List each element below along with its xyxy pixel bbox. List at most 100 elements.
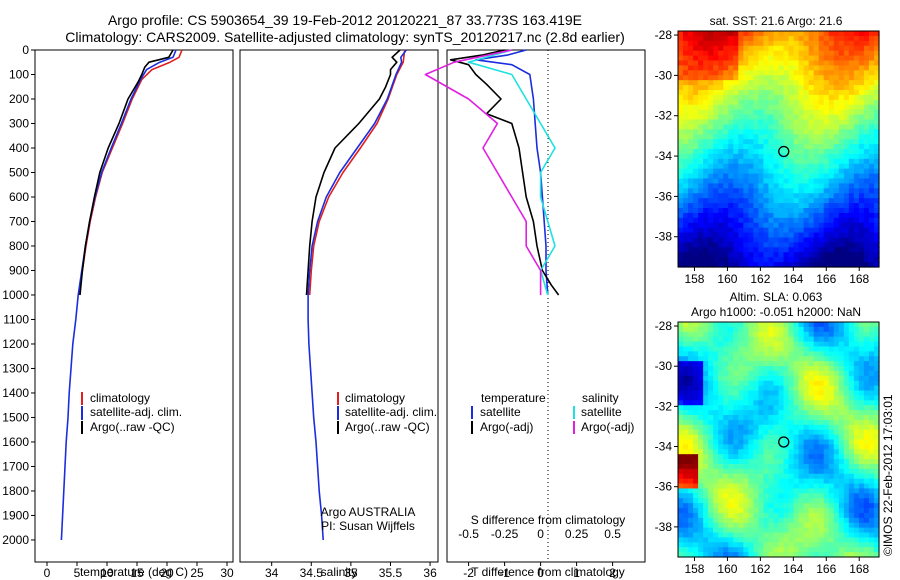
map-cell [768, 139, 775, 145]
map-cell [763, 198, 770, 204]
map-cell [793, 55, 800, 62]
map-cell [873, 104, 880, 111]
map-cell [773, 90, 780, 96]
map-cell [773, 227, 780, 234]
map-cell [678, 356, 684, 362]
map-cell [718, 424, 724, 431]
map-cell [688, 149, 694, 155]
map-cell [698, 114, 704, 121]
map-cell [733, 424, 739, 431]
map-cell [793, 552, 800, 558]
map-cell [858, 331, 865, 338]
map-cell [728, 104, 734, 111]
map-cell [733, 139, 739, 145]
map-cell [678, 168, 684, 175]
map-cell [818, 552, 825, 558]
map-cell [833, 198, 840, 204]
map-cell [848, 144, 855, 150]
map-cell [738, 178, 744, 185]
map-cell [858, 158, 865, 165]
map-cell [813, 242, 820, 248]
map-cell [818, 55, 825, 62]
map-cell [738, 55, 744, 62]
map-cell [853, 434, 860, 441]
map-cell [688, 134, 694, 140]
map-cell [678, 217, 684, 224]
map-cell [813, 375, 820, 382]
map-cell [858, 90, 865, 96]
map-cell [763, 488, 770, 494]
map-cell [803, 498, 810, 504]
map-cell [853, 232, 860, 239]
map-cell [798, 193, 805, 199]
map-cell [858, 45, 865, 52]
map-cell [808, 222, 815, 229]
map-cell [793, 522, 800, 529]
map-cell [858, 493, 865, 499]
map-cell [813, 385, 820, 392]
map-cell [858, 237, 865, 244]
map-cell [868, 237, 875, 244]
map-cell [678, 400, 684, 406]
map-cell [708, 217, 714, 224]
map-cell [873, 163, 880, 170]
map-cell [753, 114, 760, 121]
map-cell [753, 252, 760, 258]
map-cell [733, 552, 739, 558]
map-cell [863, 232, 870, 239]
map-cell [813, 119, 820, 126]
map-cell [788, 361, 795, 367]
map-cell [733, 322, 739, 328]
map-cell [793, 232, 800, 239]
map-cell [828, 222, 835, 229]
map-cell [743, 158, 749, 165]
map-cell [818, 473, 825, 480]
map-cell [823, 454, 830, 460]
map-cell [833, 478, 840, 485]
map-cell [693, 483, 699, 490]
map-cell [818, 434, 825, 441]
map-cell [763, 370, 770, 377]
map-cell [758, 552, 765, 558]
map-cell [733, 119, 739, 126]
map-cell [848, 242, 855, 248]
map-cell [813, 552, 820, 558]
map-cell [863, 488, 870, 494]
map-cell [783, 70, 790, 76]
map-cell [868, 85, 875, 91]
map-cell [748, 227, 754, 234]
map-cell [743, 129, 749, 135]
map-cell [778, 183, 785, 189]
map-cell [833, 370, 840, 377]
lat-tick-label: -30 [655, 68, 673, 82]
map-cell [798, 419, 805, 426]
map-cell [778, 163, 785, 170]
map-cell [868, 119, 875, 126]
map-cell [678, 188, 684, 194]
map-cell [803, 85, 810, 91]
map-cell [828, 395, 835, 401]
map-cell [683, 351, 689, 357]
map-cell [758, 434, 765, 441]
map-cell [838, 198, 845, 204]
map-cell [863, 370, 870, 377]
map-cell [693, 257, 699, 263]
map-cell [873, 31, 880, 37]
map-cell [828, 415, 835, 421]
map-cell [678, 552, 684, 558]
map-cell [843, 341, 850, 348]
map-cell [843, 366, 850, 372]
map-cell [773, 247, 780, 253]
map-cell [823, 508, 830, 514]
map-cell [718, 532, 724, 539]
map-cell [838, 183, 845, 189]
map-cell [868, 346, 875, 352]
map-cell [733, 70, 739, 76]
map-cell [778, 208, 785, 214]
map-cell [868, 522, 875, 529]
map-cell [693, 55, 699, 62]
map-cell [768, 454, 775, 460]
map-cell [743, 488, 749, 494]
map-cell [853, 351, 860, 357]
map-cell [728, 380, 734, 387]
